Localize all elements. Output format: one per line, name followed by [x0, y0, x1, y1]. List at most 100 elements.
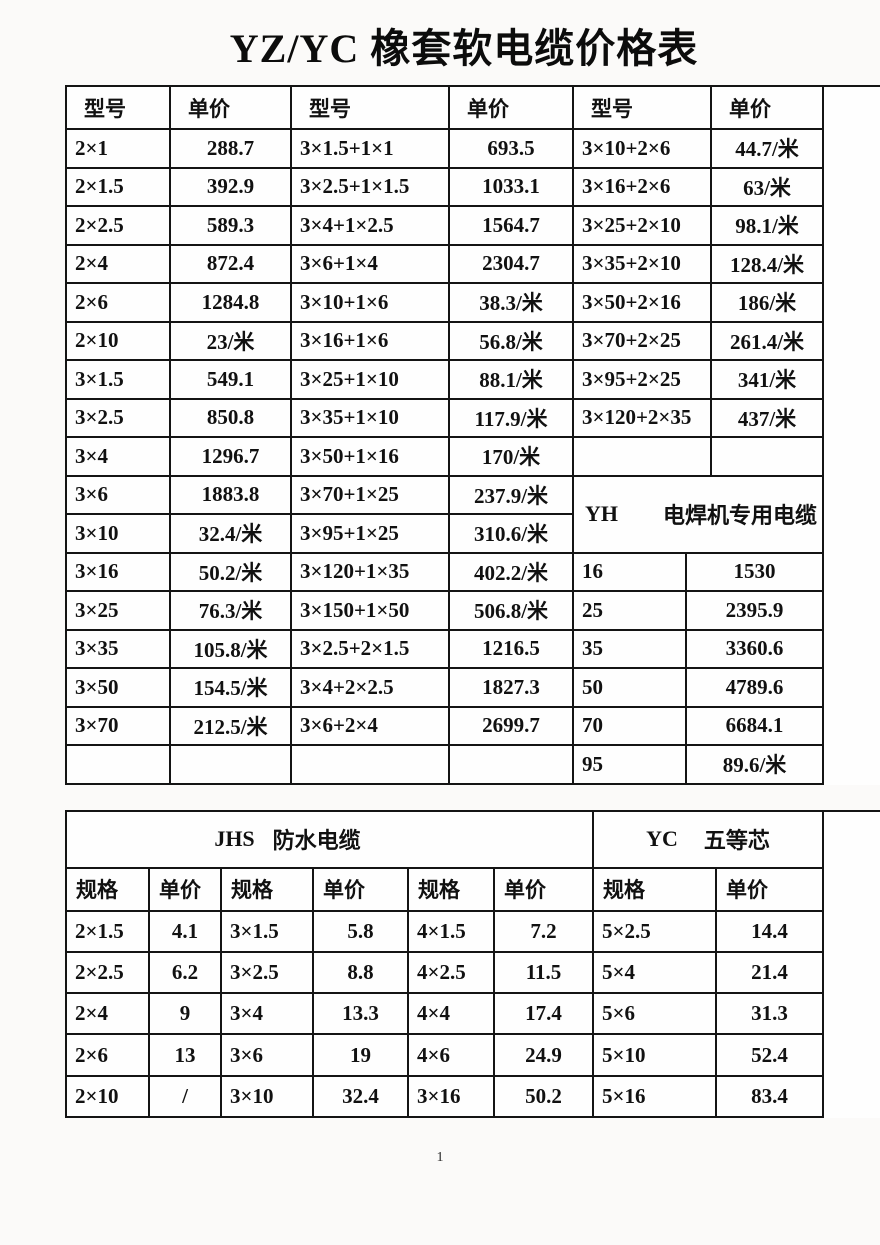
model-cell: 3×4+1×2.5	[292, 207, 450, 246]
model-cell: 3×4	[67, 438, 171, 477]
jhs-code: JHS	[214, 826, 255, 851]
price-cell: 24.9	[495, 1035, 594, 1077]
price-cell: 1296.7	[171, 438, 292, 477]
page-title: YZ/YC 橡套软电缆价格表	[229, 26, 699, 71]
spec-cell: 5×2.5	[594, 911, 717, 953]
price-cell: 1564.7	[450, 207, 574, 246]
price-cell: 50.2	[495, 1076, 594, 1118]
price-cell: 21.4	[717, 952, 824, 995]
price-cell: 437/米	[712, 399, 824, 438]
price-cell: 128.4/米	[712, 245, 824, 284]
model-cell: 3×35+2×10	[574, 245, 712, 284]
price-cell: 17.4	[495, 994, 594, 1036]
model-cell: 2×1	[67, 130, 171, 169]
model-cell: 3×95+2×25	[574, 361, 712, 400]
yh-section-title: YH 电焊机专用电缆	[574, 476, 824, 554]
spec-cell: 4×4	[409, 994, 495, 1036]
price-cell: 52.4	[717, 1035, 824, 1077]
price-cell: 341/米	[712, 361, 824, 400]
price-cell: 13	[150, 1035, 222, 1077]
t1-header-model-3: 型号	[574, 87, 712, 130]
t1-header-price-3: 单价	[712, 87, 824, 130]
model-cell: 3×35+1×10	[292, 399, 450, 438]
spec-cell: 5×4	[594, 952, 717, 995]
price-cell: 105.8/米	[171, 630, 292, 669]
model-cell: 3×1.5	[67, 361, 171, 400]
model-cell: 3×10+1×6	[292, 284, 450, 323]
t1-header-price-2: 单价	[450, 87, 574, 130]
model-cell: 3×120+2×35	[574, 399, 712, 438]
price-cell: 1883.8	[171, 476, 292, 515]
price-cell: 237.9/米	[450, 476, 574, 515]
model-cell: 3×6	[67, 476, 171, 515]
secondary-price-table: JHS 防水电缆 YC 五等芯 规格 单价 规格 单价 规格 单价 规格 单价 …	[65, 809, 880, 1118]
price-cell: 50.2/米	[171, 553, 292, 592]
spec-cell: 2×4	[67, 994, 150, 1036]
spec-cell: 95	[574, 746, 687, 785]
model-cell: 3×10	[67, 515, 171, 554]
t2-header-spec-1: 规格	[67, 868, 150, 912]
price-cell	[171, 746, 292, 785]
price-cell: 392.9	[171, 168, 292, 207]
t1-header-price-1: 单价	[171, 87, 292, 130]
t2-header-price-1: 单价	[150, 868, 222, 912]
spec-cell: 4×6	[409, 1035, 495, 1077]
price-cell: 6.2	[150, 952, 222, 995]
price-cell: 2304.7	[450, 245, 574, 284]
model-cell: 3×2.5+1×1.5	[292, 168, 450, 207]
t2-header-spec-4: 规格	[594, 868, 717, 912]
model-cell: 3×70+2×25	[574, 322, 712, 361]
model-cell: 2×10	[67, 322, 171, 361]
spec-cell: 3×10	[222, 1076, 314, 1118]
model-cell: 3×50+1×16	[292, 438, 450, 477]
page-number: 1	[436, 1150, 444, 1165]
price-cell: 3360.6	[687, 630, 824, 669]
price-cell: 1033.1	[450, 168, 574, 207]
price-cell: 2699.7	[450, 707, 574, 746]
price-cell: 38.3/米	[450, 284, 574, 323]
price-cell: 261.4/米	[712, 322, 824, 361]
spec-cell: 2×2.5	[67, 952, 150, 995]
model-cell: 3×16+1×6	[292, 322, 450, 361]
model-cell: 3×6+1×4	[292, 245, 450, 284]
jhs-name: 防水电缆	[272, 828, 361, 853]
model-cell: 3×25+1×10	[292, 361, 450, 400]
yc-section-title: YC 五等芯	[594, 811, 824, 869]
t1-header-model-1: 型号	[67, 87, 171, 130]
price-cell: 288.7	[171, 130, 292, 169]
model-cell: 3×95+1×25	[292, 515, 450, 554]
price-cell: 1530	[687, 553, 824, 592]
spec-cell: 2×1.5	[67, 911, 150, 953]
model-cell: 3×25+2×10	[574, 207, 712, 246]
price-cell: 11.5	[495, 952, 594, 995]
spec-cell: 2×10	[67, 1076, 150, 1118]
model-cell: 3×25	[67, 592, 171, 631]
price-cell: 212.5/米	[171, 707, 292, 746]
price-cell: 88.1/米	[450, 361, 574, 400]
model-cell: 3×35	[67, 630, 171, 669]
price-cell: 63/米	[712, 168, 824, 207]
price-cell: 98.1/米	[712, 207, 824, 246]
price-cell: 13.3	[314, 994, 409, 1036]
spec-cell: 3×2.5	[222, 952, 314, 995]
model-cell: 2×1.5	[67, 168, 171, 207]
price-cell: 850.8	[171, 399, 292, 438]
price-cell: 4.1	[150, 911, 222, 953]
spec-cell: 4×1.5	[409, 911, 495, 953]
price-cell	[450, 746, 574, 785]
price-cell: 2395.9	[687, 592, 824, 631]
model-cell: 3×10+2×6	[574, 130, 712, 169]
price-cell: 7.2	[495, 911, 594, 953]
spec-cell: 25	[574, 592, 687, 631]
model-cell: 3×150+1×50	[292, 592, 450, 631]
t2-header-price-3: 单价	[495, 868, 594, 912]
model-cell: 2×2.5	[67, 207, 171, 246]
jhs-section-title: JHS 防水电缆	[67, 811, 594, 869]
price-cell: 6684.1	[687, 707, 824, 746]
price-cell: 1284.8	[171, 284, 292, 323]
price-cell: 8.8	[314, 952, 409, 995]
yc-code: YC	[646, 826, 678, 851]
t2-header-spec-3: 规格	[409, 868, 495, 912]
spec-cell: 3×16	[409, 1076, 495, 1118]
price-cell: 186/米	[712, 284, 824, 323]
